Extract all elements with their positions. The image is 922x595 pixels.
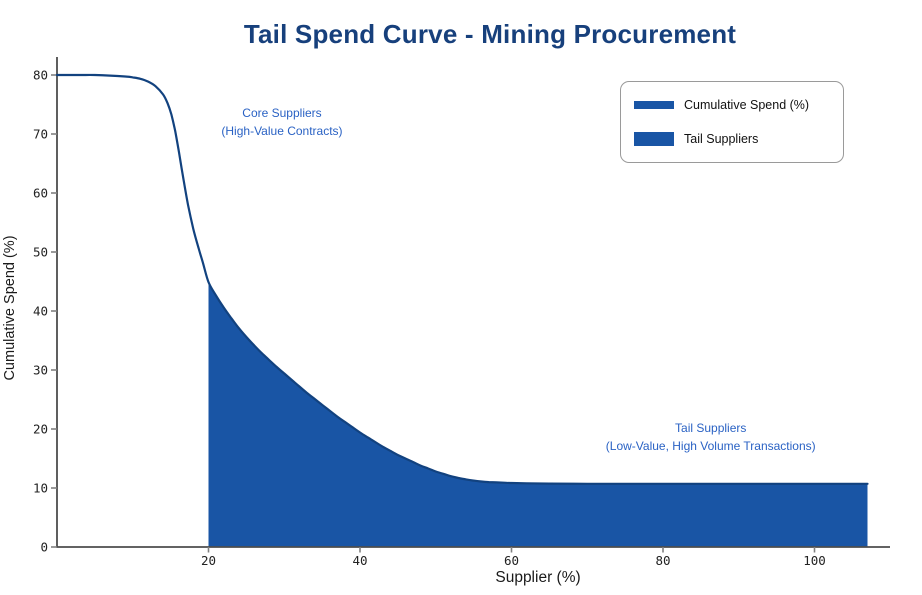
annotation-core-line2: (High-Value Contracts) [221, 124, 343, 139]
chart-legend: Cumulative Spend (%) Tail Suppliers [620, 81, 844, 163]
legend-patch-swatch [634, 132, 674, 146]
chart-title: Tail Spend Curve - Mining Procurement [243, 19, 737, 49]
x-axis-ticks: 20 40 60 80 100 [201, 547, 826, 568]
x-tick-label: 100 [803, 553, 826, 568]
x-axis-label: Supplier (%) [495, 569, 581, 586]
y-tick-label: 40 [33, 304, 48, 319]
legend-item-tail-suppliers: Tail Suppliers [621, 132, 843, 146]
x-tick-label: 60 [504, 553, 519, 568]
y-tick-label: 70 [33, 127, 48, 142]
y-tick-label: 80 [33, 68, 48, 83]
x-tick-label: 20 [201, 553, 216, 568]
annotation-core-suppliers: Core Suppliers (High-Value Contracts) [221, 104, 342, 140]
legend-label: Cumulative Spend (%) [684, 98, 810, 112]
y-tick-label: 50 [33, 245, 48, 260]
annotation-core-line1: Core Suppliers [242, 106, 322, 121]
spend-curve-line [55, 73, 869, 485]
x-tick-label: 80 [655, 553, 670, 568]
legend-line-swatch [634, 101, 674, 109]
legend-label: Tail Suppliers [684, 132, 759, 146]
annotation-tail-suppliers: Tail Suppliers (Low-Value, High Volume T… [606, 419, 816, 455]
y-axis-ticks: 0 10 20 30 40 50 60 70 80 [33, 68, 57, 555]
x-tick-label: 40 [352, 553, 367, 568]
y-tick-label: 30 [33, 363, 48, 378]
annotation-tail-line1: Tail Suppliers [675, 421, 747, 436]
y-tick-label: 60 [33, 186, 48, 201]
y-tick-label: 10 [33, 481, 48, 496]
tail-fill-area [208, 282, 868, 547]
y-tick-label: 0 [40, 540, 48, 555]
y-axis-label: Cumulative Spend (%) [2, 235, 18, 381]
y-tick-label: 20 [33, 422, 48, 437]
annotation-tail-line2: (Low-Value, High Volume Transactions) [605, 439, 816, 454]
legend-item-cumulative-spend: Cumulative Spend (%) [621, 98, 843, 112]
